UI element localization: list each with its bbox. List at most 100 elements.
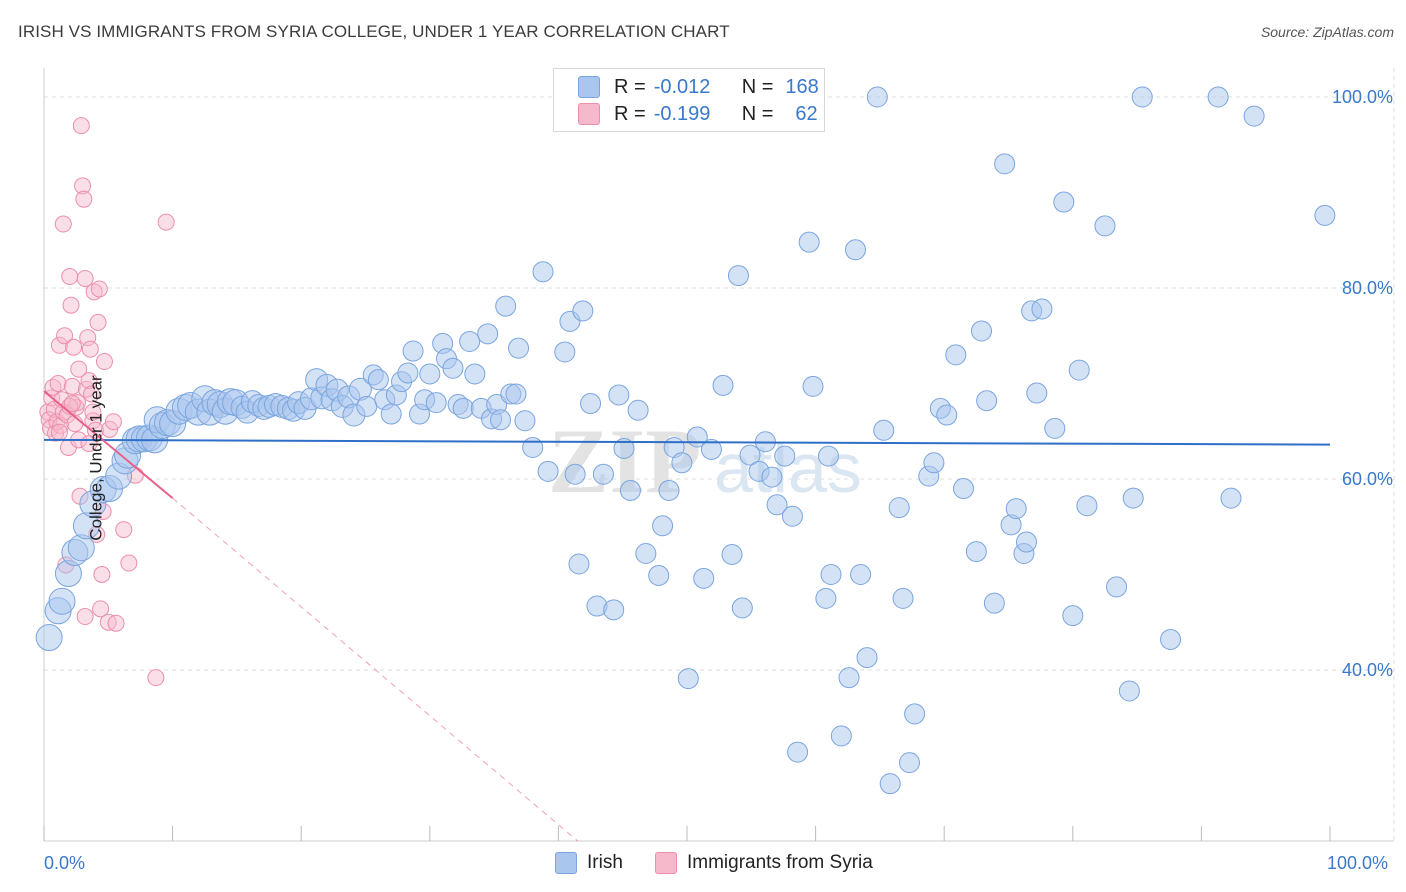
syria-point — [80, 372, 98, 390]
irish-point — [522, 436, 544, 458]
irish-point — [603, 599, 625, 621]
irish-point — [945, 344, 967, 366]
irish-point — [1044, 417, 1066, 439]
syria-point — [104, 413, 122, 431]
y-tick-label: 80.0% — [1342, 278, 1393, 298]
irish-point — [425, 392, 447, 414]
irish-point — [1160, 628, 1182, 650]
irish-point — [495, 295, 517, 317]
irish-point — [514, 410, 536, 432]
irish-point — [976, 390, 998, 412]
irish-trendline — [43, 438, 1331, 446]
syria-point — [65, 338, 83, 356]
syria-point — [90, 280, 108, 298]
syria-point — [107, 614, 125, 632]
y-tick-label: 60.0% — [1342, 469, 1393, 489]
irish-point — [1068, 359, 1090, 381]
y-axis-label: College, Under 1 year — [86, 375, 106, 541]
irish-point — [627, 399, 649, 421]
syria-point — [147, 669, 165, 687]
irish-point — [970, 320, 992, 342]
syria-trendline — [43, 390, 174, 499]
irish-point — [923, 452, 945, 474]
irish-point — [830, 725, 852, 747]
syria-point — [52, 417, 70, 435]
irish-legend-swatch — [555, 852, 577, 874]
watermark-atlas: atlas — [714, 429, 862, 507]
irish-point — [798, 231, 820, 253]
syria-point — [76, 608, 94, 626]
axes — [43, 68, 1394, 842]
syria-point — [85, 283, 103, 301]
irish-point — [452, 397, 474, 419]
irish-point — [580, 393, 602, 415]
chart-title: IRISH VS IMMIGRANTS FROM SYRIA COLLEGE, … — [18, 22, 730, 41]
syria-point — [81, 340, 99, 358]
irish-point — [731, 597, 753, 619]
irish-point — [635, 542, 657, 564]
irish-point — [464, 363, 486, 385]
irish-point — [367, 369, 389, 391]
x-axis-min-label: 0.0% — [44, 853, 86, 873]
syria-point — [83, 385, 101, 403]
irish-point — [781, 505, 803, 527]
irish-point — [802, 375, 824, 397]
syria-n-value: 62 — [795, 102, 818, 125]
irish-point — [419, 363, 441, 385]
syria-point — [84, 412, 102, 430]
syria-point — [41, 419, 59, 437]
irish-point — [1131, 86, 1153, 108]
irish-point — [564, 463, 586, 485]
syria-legend-swatch — [655, 852, 677, 874]
syria-point — [95, 353, 113, 371]
irish-point — [838, 667, 860, 689]
syria-point — [63, 377, 81, 395]
syria-r-value: -0.199 — [653, 102, 711, 125]
irish-point — [774, 445, 796, 467]
irish-point — [1026, 382, 1048, 404]
syria-point — [68, 394, 86, 412]
irish-point — [671, 452, 693, 474]
syria-point — [54, 215, 72, 233]
irish-point — [677, 668, 699, 690]
irish-point — [965, 541, 987, 563]
syria-swatch — [578, 103, 600, 125]
irish-point — [1031, 298, 1053, 320]
irish-point — [721, 543, 743, 565]
irish-point — [658, 479, 680, 501]
irish-legend-label: Irish — [587, 852, 623, 873]
irish-r-label: R = — [614, 75, 646, 98]
irish-point — [1243, 105, 1265, 127]
irish-point — [459, 330, 481, 352]
irish-point — [613, 437, 635, 459]
syria-point — [76, 269, 94, 287]
syria-point — [74, 177, 92, 195]
syria-point — [92, 600, 110, 618]
irish-point — [477, 323, 499, 345]
irish-point — [508, 337, 530, 359]
irish-point — [815, 587, 837, 609]
irish-point — [761, 466, 783, 488]
irish-point — [592, 463, 614, 485]
irish-point — [787, 741, 809, 763]
syria-point — [63, 395, 81, 413]
irish-point — [572, 300, 594, 322]
syria-point — [101, 420, 119, 438]
syria-point — [56, 327, 74, 345]
irish-point — [1207, 86, 1229, 108]
legend-row-irish: R = -0.012 N = 168 — [578, 75, 819, 99]
trendlines — [43, 390, 1331, 842]
irish-point — [844, 239, 866, 261]
irish-point — [554, 341, 576, 363]
irish-point — [537, 460, 559, 482]
irish-r-value: -0.012 — [653, 75, 711, 98]
irish-point — [712, 374, 734, 396]
irish-point — [866, 86, 888, 108]
syria-point — [93, 566, 111, 583]
watermark: ZIP atlas — [548, 410, 862, 512]
syria-point — [61, 268, 79, 286]
irish-point — [380, 403, 402, 425]
irish-point — [1220, 487, 1242, 509]
irish-point — [693, 567, 715, 589]
